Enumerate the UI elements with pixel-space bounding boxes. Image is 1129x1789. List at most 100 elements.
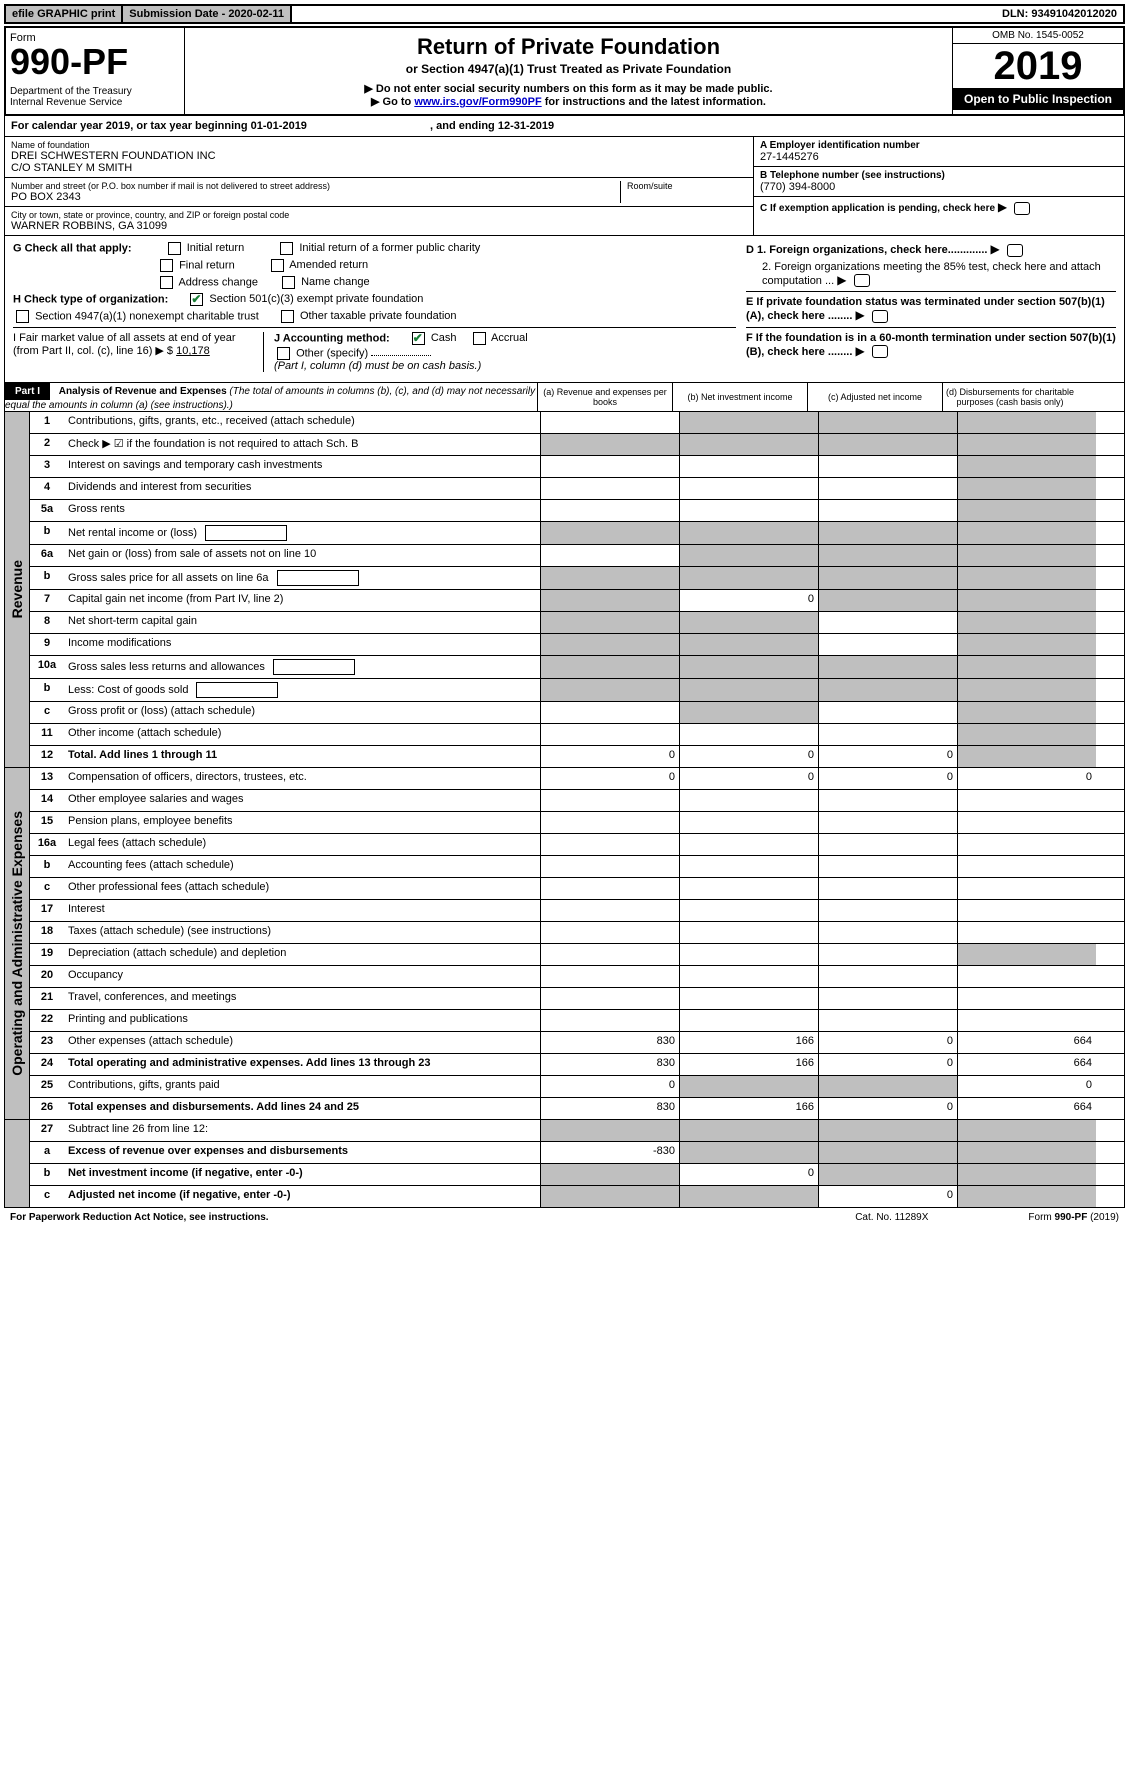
line-b: bNet rental income or (loss) bbox=[30, 522, 1124, 545]
final-return-checkbox[interactable] bbox=[160, 259, 173, 272]
cell-a bbox=[540, 612, 679, 633]
cell-b bbox=[679, 478, 818, 499]
cell-a bbox=[540, 590, 679, 611]
cell-a bbox=[540, 834, 679, 855]
cash-checkbox[interactable] bbox=[412, 332, 425, 345]
amended-return-label: Amended return bbox=[289, 259, 368, 271]
cell-b bbox=[679, 812, 818, 833]
efile-label[interactable]: efile GRAPHIC print bbox=[6, 6, 121, 22]
cell-c bbox=[818, 656, 957, 678]
line-num: c bbox=[30, 878, 64, 899]
f-checkbox[interactable] bbox=[872, 345, 888, 358]
h-label: H Check type of organization: bbox=[13, 293, 168, 305]
cell-c bbox=[818, 878, 957, 899]
cell-b bbox=[679, 922, 818, 943]
cell-d bbox=[957, 812, 1096, 833]
501c3-label: Section 501(c)(3) exempt private foundat… bbox=[209, 293, 423, 305]
name-label: Name of foundation bbox=[11, 140, 747, 150]
cell-c bbox=[818, 944, 957, 965]
cell-d: 0 bbox=[957, 768, 1096, 789]
arrow-icon: ▶ bbox=[855, 308, 864, 322]
h-row: H Check type of organization: Section 50… bbox=[13, 293, 736, 306]
cell-c bbox=[818, 434, 957, 455]
form-link[interactable]: www.irs.gov/Form990PF bbox=[414, 96, 541, 108]
line-6a: 6aNet gain or (loss) from sale of assets… bbox=[30, 545, 1124, 567]
city-label: City or town, state or province, country… bbox=[11, 210, 747, 220]
tel-cell: B Telephone number (see instructions) (7… bbox=[754, 167, 1124, 197]
line-desc: Other employee salaries and wages bbox=[64, 790, 540, 811]
inset-input[interactable] bbox=[277, 570, 359, 586]
cell-c bbox=[818, 856, 957, 877]
line-desc: Interest bbox=[64, 900, 540, 921]
line-num: 17 bbox=[30, 900, 64, 921]
j-box: J Accounting method: Cash Accrual Other … bbox=[263, 332, 736, 372]
line-desc: Adjusted net income (if negative, enter … bbox=[64, 1186, 540, 1207]
line-num: 15 bbox=[30, 812, 64, 833]
line-num: 26 bbox=[30, 1098, 64, 1119]
line-desc: Contributions, gifts, grants, etc., rece… bbox=[64, 412, 540, 433]
line-num: b bbox=[30, 856, 64, 877]
name-change-checkbox[interactable] bbox=[282, 276, 295, 289]
c-checkbox[interactable] bbox=[1014, 202, 1030, 215]
line-desc: Net gain or (loss) from sale of assets n… bbox=[64, 545, 540, 566]
line-b: bLess: Cost of goods sold bbox=[30, 679, 1124, 702]
line-a: aExcess of revenue over expenses and dis… bbox=[30, 1142, 1124, 1164]
ein: 27-1445276 bbox=[760, 151, 1118, 163]
cell-a bbox=[540, 456, 679, 477]
cell-b bbox=[679, 412, 818, 433]
address-change-checkbox[interactable] bbox=[160, 276, 173, 289]
cell-a bbox=[540, 478, 679, 499]
paperwork-notice: For Paperwork Reduction Act Notice, see … bbox=[10, 1212, 855, 1223]
501c3-checkbox[interactable] bbox=[190, 293, 203, 306]
other-specify-line[interactable] bbox=[371, 355, 431, 356]
cell-a bbox=[540, 634, 679, 655]
line-num: 4 bbox=[30, 478, 64, 499]
initial-former-checkbox[interactable] bbox=[280, 242, 293, 255]
foundation-name: DREI SCHWESTERN FOUNDATION INC C/O STANL… bbox=[11, 150, 747, 174]
cell-a: 0 bbox=[540, 1076, 679, 1097]
line-c: cGross profit or (loss) (attach schedule… bbox=[30, 702, 1124, 724]
top-bar: efile GRAPHIC print Submission Date - 20… bbox=[4, 4, 1125, 24]
revenue-label: Revenue bbox=[9, 560, 25, 618]
line-27: 27Subtract line 26 from line 12: bbox=[30, 1120, 1124, 1142]
e-checkbox[interactable] bbox=[872, 310, 888, 323]
initial-return-checkbox[interactable] bbox=[168, 242, 181, 255]
cell-d bbox=[957, 679, 1096, 701]
line-num: 18 bbox=[30, 922, 64, 943]
cell-b bbox=[679, 679, 818, 701]
cell-d bbox=[957, 1186, 1096, 1207]
other-method-checkbox[interactable] bbox=[277, 347, 290, 360]
4947-checkbox[interactable] bbox=[16, 310, 29, 323]
g-row2: Final return Amended return bbox=[157, 259, 736, 272]
accrual-checkbox[interactable] bbox=[473, 332, 486, 345]
d2-label: 2. Foreign organizations meeting the 85%… bbox=[762, 261, 1101, 287]
line-num: 5a bbox=[30, 500, 64, 521]
col-a-header: (a) Revenue and expenses per books bbox=[537, 383, 672, 411]
cell-c: 0 bbox=[818, 1054, 957, 1075]
d1-checkbox[interactable] bbox=[1007, 244, 1023, 257]
amended-return-checkbox[interactable] bbox=[271, 259, 284, 272]
cell-d bbox=[957, 500, 1096, 521]
cell-c bbox=[818, 679, 957, 701]
line-desc: Printing and publications bbox=[64, 1010, 540, 1031]
line-desc: Pension plans, employee benefits bbox=[64, 812, 540, 833]
d2-checkbox[interactable] bbox=[854, 274, 870, 287]
inset-input[interactable] bbox=[205, 525, 287, 541]
line-num: 14 bbox=[30, 790, 64, 811]
cell-d: 0 bbox=[957, 1076, 1096, 1097]
inset-input[interactable] bbox=[273, 659, 355, 675]
page-footer: For Paperwork Reduction Act Notice, see … bbox=[4, 1208, 1125, 1227]
line-desc: Contributions, gifts, grants paid bbox=[64, 1076, 540, 1097]
other-taxable-checkbox[interactable] bbox=[281, 310, 294, 323]
cell-d bbox=[957, 634, 1096, 655]
cell-b bbox=[679, 1010, 818, 1031]
form-year-box: OMB No. 1545-0052 2019 Open to Public In… bbox=[952, 28, 1123, 114]
line-4: 4Dividends and interest from securities bbox=[30, 478, 1124, 500]
cell-c bbox=[818, 545, 957, 566]
inset-input[interactable] bbox=[196, 682, 278, 698]
cell-d bbox=[957, 878, 1096, 899]
cell-d bbox=[957, 590, 1096, 611]
line-num: 2 bbox=[30, 434, 64, 455]
line-16a: 16aLegal fees (attach schedule) bbox=[30, 834, 1124, 856]
cell-d: 664 bbox=[957, 1098, 1096, 1119]
